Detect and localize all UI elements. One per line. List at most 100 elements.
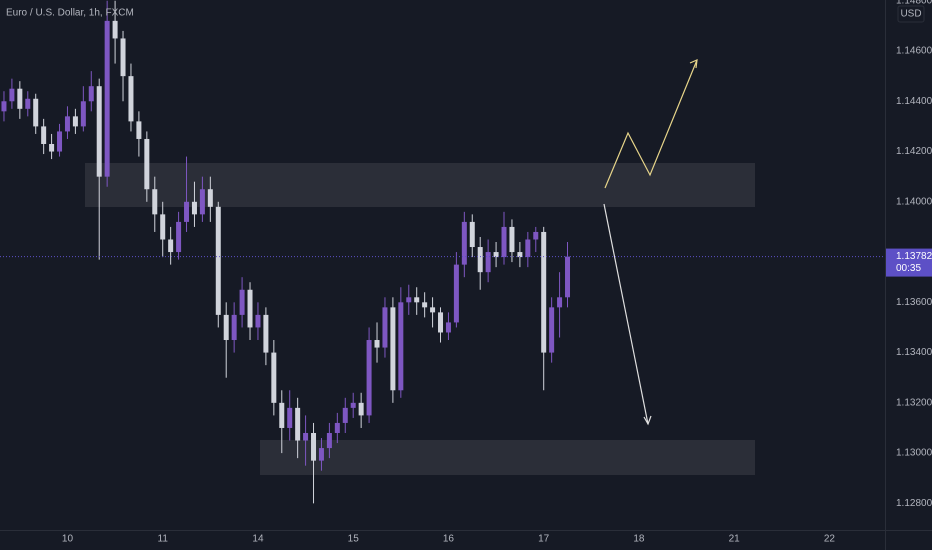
candle-body	[49, 143, 55, 152]
x-tick-label: 11	[158, 534, 169, 545]
candle-body	[485, 252, 491, 273]
candle-body	[168, 239, 174, 253]
currency-box[interactable]	[897, 5, 925, 23]
candle-body	[25, 98, 31, 109]
y-tick-label: 1.14400	[896, 96, 932, 107]
y-tick-label: 1.14600	[896, 46, 932, 57]
candle-body	[477, 247, 483, 273]
candle-body	[517, 252, 523, 258]
candle-body	[88, 86, 94, 102]
candle-body	[104, 20, 110, 177]
candle-body	[493, 252, 499, 258]
candle-body	[255, 314, 261, 328]
candle-body	[303, 432, 309, 441]
candle-body	[533, 231, 539, 240]
candle-body	[96, 86, 102, 177]
y-tick-label: 1.13600	[896, 297, 932, 308]
y-tick-label: 1.12800	[896, 498, 932, 509]
candle-body	[557, 297, 563, 308]
candle-body	[549, 307, 555, 353]
candle-body	[120, 38, 126, 77]
candle-body	[525, 239, 531, 258]
candle-body	[406, 297, 412, 303]
chart-title: Euro / U.S. Dollar, 1h, FXCM	[6, 8, 134, 19]
candle-body	[41, 126, 47, 144]
candle-body	[17, 88, 23, 109]
x-tick-label: 14	[252, 534, 264, 545]
x-tick-label: 22	[824, 534, 836, 545]
candle-body	[509, 226, 515, 253]
candle-body	[128, 76, 134, 122]
candle-body	[326, 432, 332, 449]
candle-body	[247, 289, 253, 328]
candle-body	[501, 226, 507, 258]
candle-body	[461, 221, 467, 265]
candle-body	[311, 432, 317, 461]
candle-body	[334, 422, 340, 433]
countdown: 00:35	[896, 263, 921, 274]
candle-body	[176, 221, 182, 253]
candle-body	[287, 407, 293, 428]
candle-body	[469, 221, 475, 248]
candle-body	[541, 231, 547, 353]
candle-body	[279, 402, 285, 428]
candle-body	[358, 402, 364, 416]
candle-body	[72, 116, 78, 127]
candle-body	[453, 264, 459, 323]
resistance-zone[interactable]	[85, 163, 755, 207]
candle-body	[295, 407, 301, 441]
currency: USD	[900, 9, 921, 20]
candle-body	[9, 88, 15, 102]
candle-body	[231, 314, 237, 341]
candle-body	[1, 101, 7, 112]
x-tick-label: 17	[538, 534, 550, 545]
candle-body	[390, 307, 396, 391]
candle-body	[223, 314, 229, 341]
candles	[1, 0, 571, 504]
bearish-path[interactable]	[603, 203, 649, 425]
candle-body	[366, 340, 372, 416]
last-price-label: 1.13782	[896, 251, 932, 262]
x-tick-label: 21	[729, 534, 741, 545]
bullish-path[interactable]	[604, 59, 698, 189]
candle-body	[342, 407, 348, 423]
candle-body	[199, 189, 205, 215]
y-tick-label: 1.13200	[896, 397, 932, 408]
candle-body	[64, 116, 70, 132]
arrow-head	[689, 59, 698, 69]
y-tick-label: 1.14200	[896, 146, 932, 157]
y-tick-label: 1.14000	[896, 196, 932, 207]
candle-body	[152, 189, 158, 215]
arrow-head	[643, 415, 652, 426]
x-tick-label: 15	[348, 534, 360, 545]
candle-body	[414, 297, 420, 303]
candle-body	[565, 256, 571, 298]
candle-body	[33, 98, 39, 127]
candle-body	[112, 20, 118, 39]
candle-body	[57, 131, 63, 152]
support-zone[interactable]	[260, 440, 755, 475]
x-tick-label: 16	[443, 534, 455, 545]
y-tick-label: 1.13000	[896, 448, 932, 459]
candle-body	[215, 206, 221, 315]
candle-body	[144, 138, 150, 190]
candle-body	[80, 101, 86, 127]
candle-body	[239, 289, 245, 315]
candle-body	[318, 448, 324, 461]
candle-body	[263, 314, 269, 353]
candle-body	[191, 201, 197, 215]
x-tick-label: 10	[62, 534, 74, 545]
candle-body	[207, 189, 213, 207]
candle-body	[184, 201, 190, 222]
candle-body	[160, 214, 166, 240]
candle-body	[271, 352, 277, 403]
candle-body	[438, 312, 444, 333]
candle-body	[374, 340, 380, 348]
candle-body	[350, 402, 356, 408]
candle-body	[382, 307, 388, 348]
x-tick-label: 18	[633, 534, 645, 545]
candle-body	[430, 307, 436, 313]
